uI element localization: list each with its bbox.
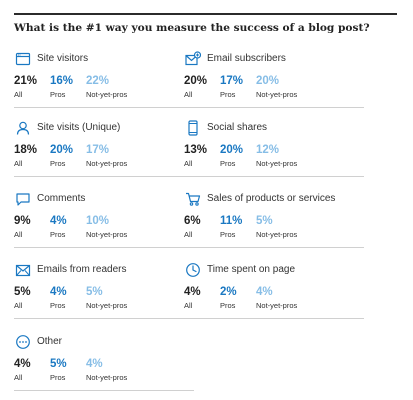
all-value: 4%: [14, 358, 31, 370]
metric-sales: Sales of products or services 6% All 11% P…: [184, 191, 364, 248]
metric-label: Emails from readers: [37, 264, 127, 275]
item-divider: [14, 318, 194, 319]
metric-label: Comments: [37, 193, 86, 204]
all-value: 4%: [184, 286, 201, 298]
metric-site-visits-unique: Site visits (Unique) 18% All 20% Pros 17% N…: [14, 120, 194, 177]
item-divider: [184, 176, 364, 177]
not-yet-pros-value: 10%: [86, 215, 110, 227]
item-divider: [14, 390, 194, 391]
metric-site-visitors: Site visitors 21% All 16% Pros 22% Not-yet-…: [14, 51, 194, 108]
email-subscribe-icon: [185, 51, 201, 67]
pros-label: Pros: [50, 90, 66, 99]
envelope-icon: [15, 262, 31, 278]
all-value: 20%: [184, 75, 208, 87]
all-label: All: [14, 301, 23, 310]
item-divider: [184, 247, 364, 248]
pros-value: 20%: [50, 144, 74, 156]
not-yet-pros-value: 4%: [86, 358, 103, 370]
not-yet-pros-value: 5%: [86, 286, 103, 298]
pros-value: 20%: [220, 144, 244, 156]
metric-email-subscribers: Email subscribers 20% All 17% Pros 20% Not-…: [184, 51, 364, 108]
all-label: All: [184, 159, 193, 168]
not-yet-pros-value: 5%: [256, 215, 273, 227]
item-divider: [184, 318, 364, 319]
speech-bubble-icon: [15, 191, 31, 207]
top-divider: [14, 13, 397, 15]
pros-label: Pros: [50, 159, 66, 168]
item-divider: [14, 107, 194, 108]
not-yet-pros-label: Not-yet-pros: [86, 90, 128, 99]
pros-label: Pros: [220, 159, 236, 168]
all-value: 18%: [14, 144, 38, 156]
item-divider: [184, 107, 364, 108]
item-divider: [14, 176, 194, 177]
metric-label: Site visitors: [37, 53, 89, 64]
not-yet-pros-label: Not-yet-pros: [86, 230, 128, 239]
not-yet-pros-label: Not-yet-pros: [256, 159, 298, 168]
not-yet-pros-value: 20%: [256, 75, 280, 87]
metric-label: Other: [37, 336, 63, 347]
all-label: All: [14, 159, 23, 168]
not-yet-pros-label: Not-yet-pros: [86, 301, 128, 310]
all-label: All: [14, 230, 23, 239]
pros-label: Pros: [220, 301, 236, 310]
not-yet-pros-value: 22%: [86, 75, 110, 87]
metric-label: Site visits (Unique): [37, 122, 121, 133]
pros-value: 16%: [50, 75, 74, 87]
pros-value: 4%: [50, 215, 67, 227]
all-value: 9%: [14, 215, 31, 227]
pros-value: 11%: [220, 215, 243, 227]
not-yet-pros-label: Not-yet-pros: [86, 159, 128, 168]
smartphone-icon: [185, 120, 201, 136]
all-label: All: [14, 90, 23, 99]
not-yet-pros-value: 12%: [256, 144, 280, 156]
metric-other: Other 4% All 5% Pros 4% Not-yet-pros: [14, 334, 194, 391]
metric-emails-from-readers: Emails from readers 5% All 4% Pros 5% Not-y…: [14, 262, 194, 319]
pros-label: Pros: [50, 230, 66, 239]
all-label: All: [184, 90, 193, 99]
metric-label: Time spent on page: [207, 264, 296, 275]
all-label: All: [14, 373, 23, 382]
metric-comments: Comments 9% All 4% Pros 10% Not-yet-pros: [14, 191, 194, 248]
pros-value: 2%: [220, 286, 237, 298]
not-yet-pros-label: Not-yet-pros: [256, 230, 298, 239]
all-label: All: [184, 230, 193, 239]
not-yet-pros-value: 17%: [86, 144, 110, 156]
pros-value: 5%: [50, 358, 67, 370]
not-yet-pros-label: Not-yet-pros: [256, 301, 298, 310]
not-yet-pros-label: Not-yet-pros: [86, 373, 128, 382]
metric-social-shares: Social shares 13% All 20% Pros 12% Not-yet-…: [184, 120, 364, 177]
metric-label: Social shares: [207, 122, 268, 133]
user-icon: [15, 120, 31, 136]
not-yet-pros-label: Not-yet-pros: [256, 90, 298, 99]
all-value: 13%: [184, 144, 208, 156]
pros-value: 17%: [220, 75, 244, 87]
metric-time-spent: Time spent on page 4% All 2% Pros 4% Not-ye…: [184, 262, 364, 319]
not-yet-pros-value: 4%: [256, 286, 273, 298]
pros-label: Pros: [220, 230, 236, 239]
survey-question-title: What is the #1 way you measure the succe…: [14, 22, 370, 34]
all-value: 6%: [184, 215, 201, 227]
all-value: 21%: [14, 75, 38, 87]
clock-icon: [185, 262, 201, 278]
pros-label: Pros: [50, 373, 66, 382]
pros-label: Pros: [220, 90, 236, 99]
metric-label: Sales of products or services: [207, 193, 336, 204]
pros-value: 4%: [50, 286, 67, 298]
metric-label: Email subscribers: [207, 53, 286, 64]
ellipsis-icon: [15, 334, 31, 350]
browser-window-icon: [15, 51, 31, 67]
shopping-cart-icon: [185, 191, 201, 207]
pros-label: Pros: [50, 301, 66, 310]
item-divider: [14, 247, 194, 248]
all-label: All: [184, 301, 193, 310]
all-value: 5%: [14, 286, 31, 298]
